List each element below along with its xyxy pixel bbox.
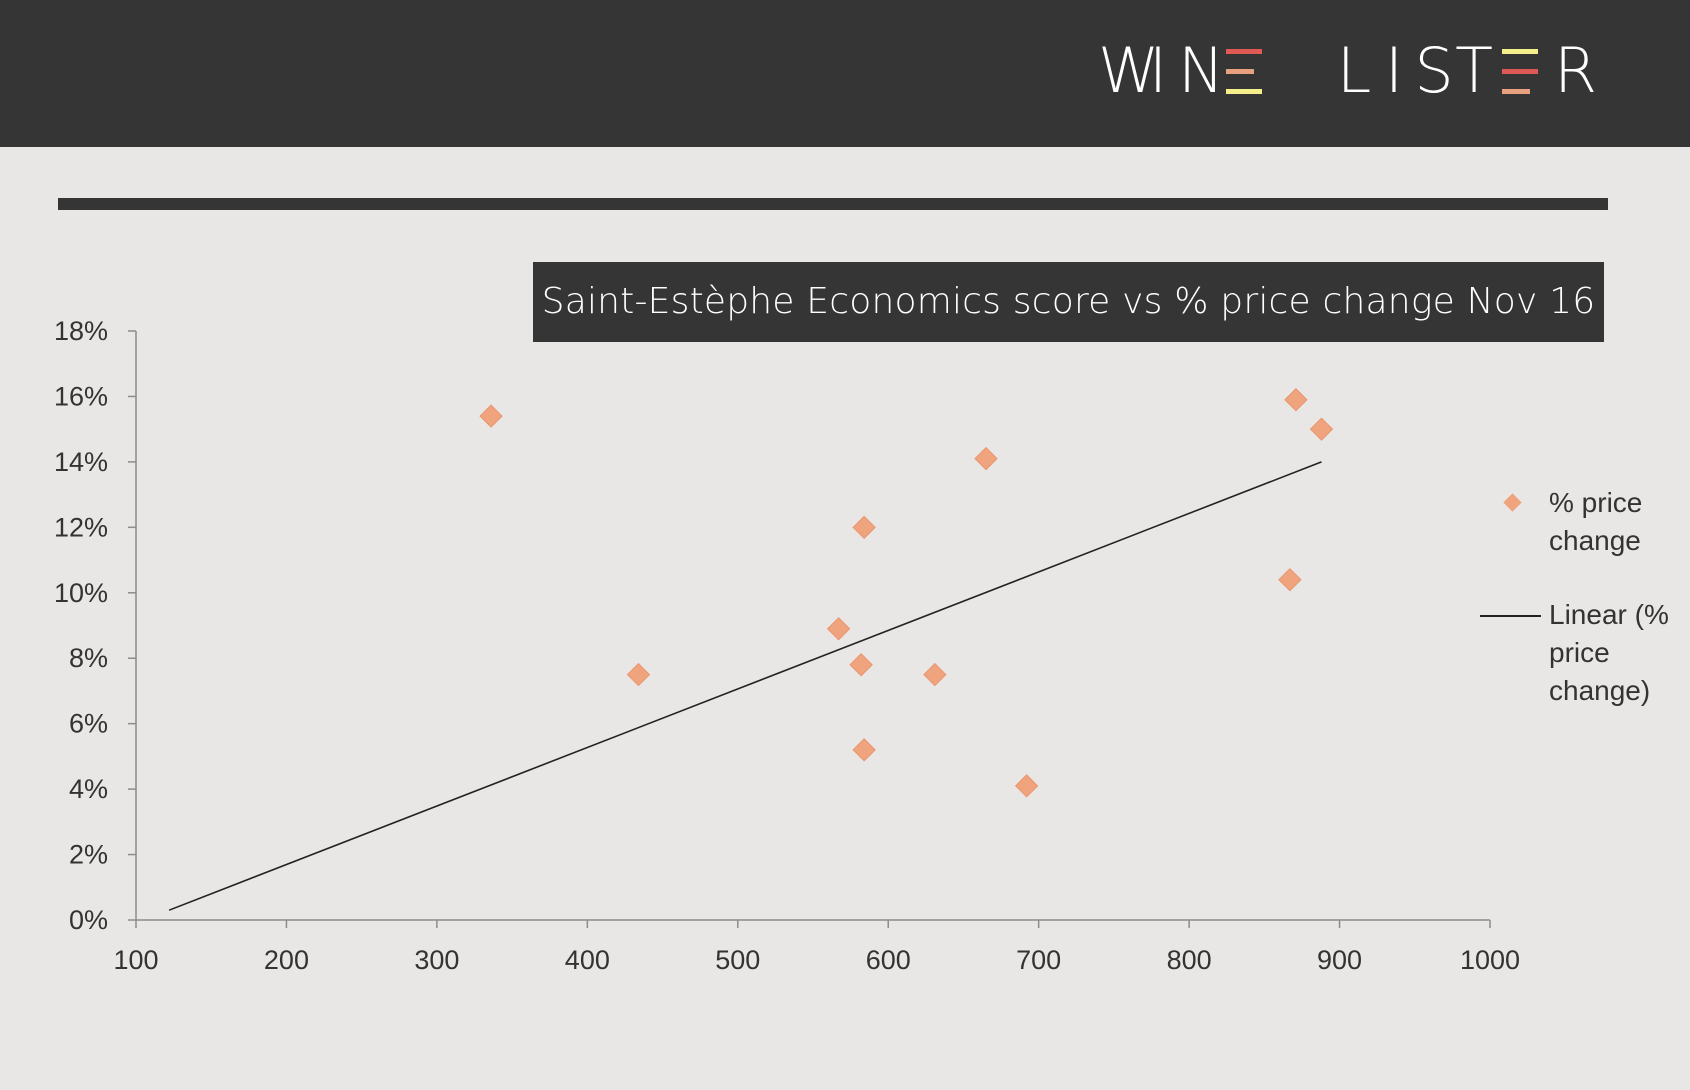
data-point	[852, 738, 876, 762]
data-point	[1278, 567, 1302, 592]
data-point	[1014, 774, 1039, 798]
y-tick-label: 18%	[54, 316, 108, 346]
legend-trendline-marker	[1480, 615, 1541, 617]
x-tick-label: 800	[1167, 945, 1212, 975]
logo-letter: T	[1455, 33, 1493, 107]
legend-item-linear-trend: Linear (% price change)	[1480, 596, 1680, 710]
y-tick-label: 12%	[54, 512, 108, 542]
x-tick-label: 400	[565, 945, 610, 975]
legend-diamond-marker	[1503, 493, 1522, 512]
logo-letter: R	[1554, 33, 1598, 107]
data-point	[923, 662, 947, 687]
logo-letter: I	[1384, 33, 1404, 107]
logo-letter: I	[1148, 33, 1168, 107]
logo-letter: L	[1336, 33, 1372, 107]
trendline-group	[168, 461, 1322, 911]
divider-rule	[58, 198, 1608, 210]
wine-lister-logo: W I N L I S T R	[1098, 34, 1597, 107]
header-bar: W I N L I S T R	[0, 0, 1690, 147]
x-tick-label: 1000	[1460, 945, 1520, 975]
y-tick-label: 4%	[69, 774, 108, 804]
axes: 0% 2% 4% 6% 8% 10% 12% 14% 16% 18% 100 200 300 400 500…	[54, 316, 1520, 975]
y-tick-label: 14%	[54, 447, 108, 477]
y-tick-label: 8%	[69, 643, 108, 673]
x-tick-label: 900	[1317, 945, 1362, 975]
logo-letter: S	[1414, 33, 1454, 107]
x-tick-label: 100	[113, 945, 158, 975]
y-tick-label: 16%	[54, 381, 108, 411]
data-point	[826, 617, 851, 641]
data-point	[479, 404, 503, 428]
data-point	[849, 653, 873, 677]
logo-e-stripes-icon	[1226, 45, 1270, 95]
chart-title: Saint-Estèphe Economics score vs % price…	[533, 262, 1604, 342]
chart-legend: % price change Linear (% price change)	[1480, 484, 1680, 746]
x-tick-label: 500	[715, 945, 760, 975]
legend-item-price-change: % price change	[1480, 484, 1680, 560]
logo-e-stripes-icon	[1502, 45, 1546, 95]
x-tick-label: 700	[1016, 945, 1061, 975]
y-tick-label: 2%	[69, 840, 108, 870]
y-tick-label: 6%	[69, 709, 108, 739]
legend-label: Linear (% price change)	[1549, 599, 1669, 706]
x-tick-label: 600	[866, 945, 911, 975]
data-point	[1284, 388, 1308, 412]
data-points	[479, 388, 1334, 798]
y-tick-label: 10%	[54, 578, 108, 608]
x-tick-label: 200	[264, 945, 309, 975]
logo-letter: N	[1178, 33, 1225, 107]
data-point	[852, 515, 876, 540]
legend-label: % price change	[1549, 487, 1643, 556]
linear-trendline	[168, 461, 1322, 911]
data-point	[1309, 417, 1334, 441]
data-point	[974, 446, 998, 471]
y-tick-label: 0%	[69, 905, 108, 935]
x-tick-label: 300	[414, 945, 459, 975]
data-point	[626, 662, 651, 687]
